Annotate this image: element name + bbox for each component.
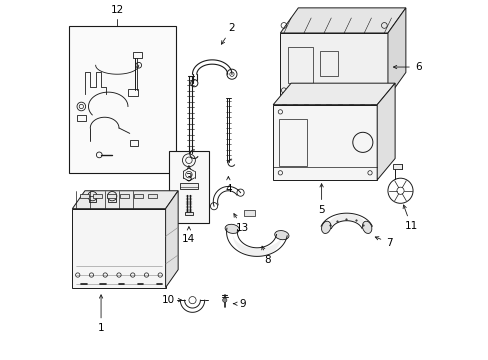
Polygon shape xyxy=(165,191,178,288)
Bar xyxy=(77,115,86,121)
Text: 13: 13 xyxy=(233,213,249,233)
Bar xyxy=(184,212,193,215)
Bar xyxy=(80,194,88,198)
Polygon shape xyxy=(273,83,394,105)
Polygon shape xyxy=(280,8,405,33)
Text: 12: 12 xyxy=(110,5,123,15)
Bar xyxy=(134,194,142,198)
Bar xyxy=(108,196,116,202)
Text: 4: 4 xyxy=(224,176,231,194)
Bar xyxy=(287,47,312,83)
Bar xyxy=(147,194,156,198)
Text: 8: 8 xyxy=(261,246,270,265)
Bar xyxy=(120,194,129,198)
Ellipse shape xyxy=(224,224,239,233)
Text: 9: 9 xyxy=(233,299,245,309)
Text: 11: 11 xyxy=(402,205,417,231)
Text: 2: 2 xyxy=(221,23,235,44)
Bar xyxy=(319,51,337,76)
Bar xyxy=(278,119,306,166)
Ellipse shape xyxy=(321,221,330,234)
Text: 7: 7 xyxy=(374,237,392,248)
Bar xyxy=(392,164,401,169)
Bar xyxy=(69,26,176,173)
Text: 14: 14 xyxy=(182,227,195,244)
Circle shape xyxy=(107,192,117,201)
Bar xyxy=(244,210,254,216)
Ellipse shape xyxy=(362,221,371,234)
Bar xyxy=(180,183,198,189)
Text: 10: 10 xyxy=(161,295,181,305)
Bar xyxy=(128,89,138,96)
Text: 6: 6 xyxy=(393,62,421,72)
Bar xyxy=(133,51,142,58)
Text: 3: 3 xyxy=(185,166,192,183)
Circle shape xyxy=(222,298,226,302)
Text: 1: 1 xyxy=(98,295,104,333)
Polygon shape xyxy=(72,209,165,288)
Bar xyxy=(129,140,137,146)
Polygon shape xyxy=(376,83,394,180)
Polygon shape xyxy=(273,105,376,180)
Text: 5: 5 xyxy=(318,184,324,215)
Bar xyxy=(169,151,208,223)
Bar xyxy=(88,196,96,202)
Polygon shape xyxy=(72,191,178,209)
Polygon shape xyxy=(387,8,405,98)
Circle shape xyxy=(88,192,97,201)
Bar xyxy=(106,194,116,198)
Ellipse shape xyxy=(274,230,288,240)
Polygon shape xyxy=(280,33,387,98)
Bar xyxy=(93,194,102,198)
